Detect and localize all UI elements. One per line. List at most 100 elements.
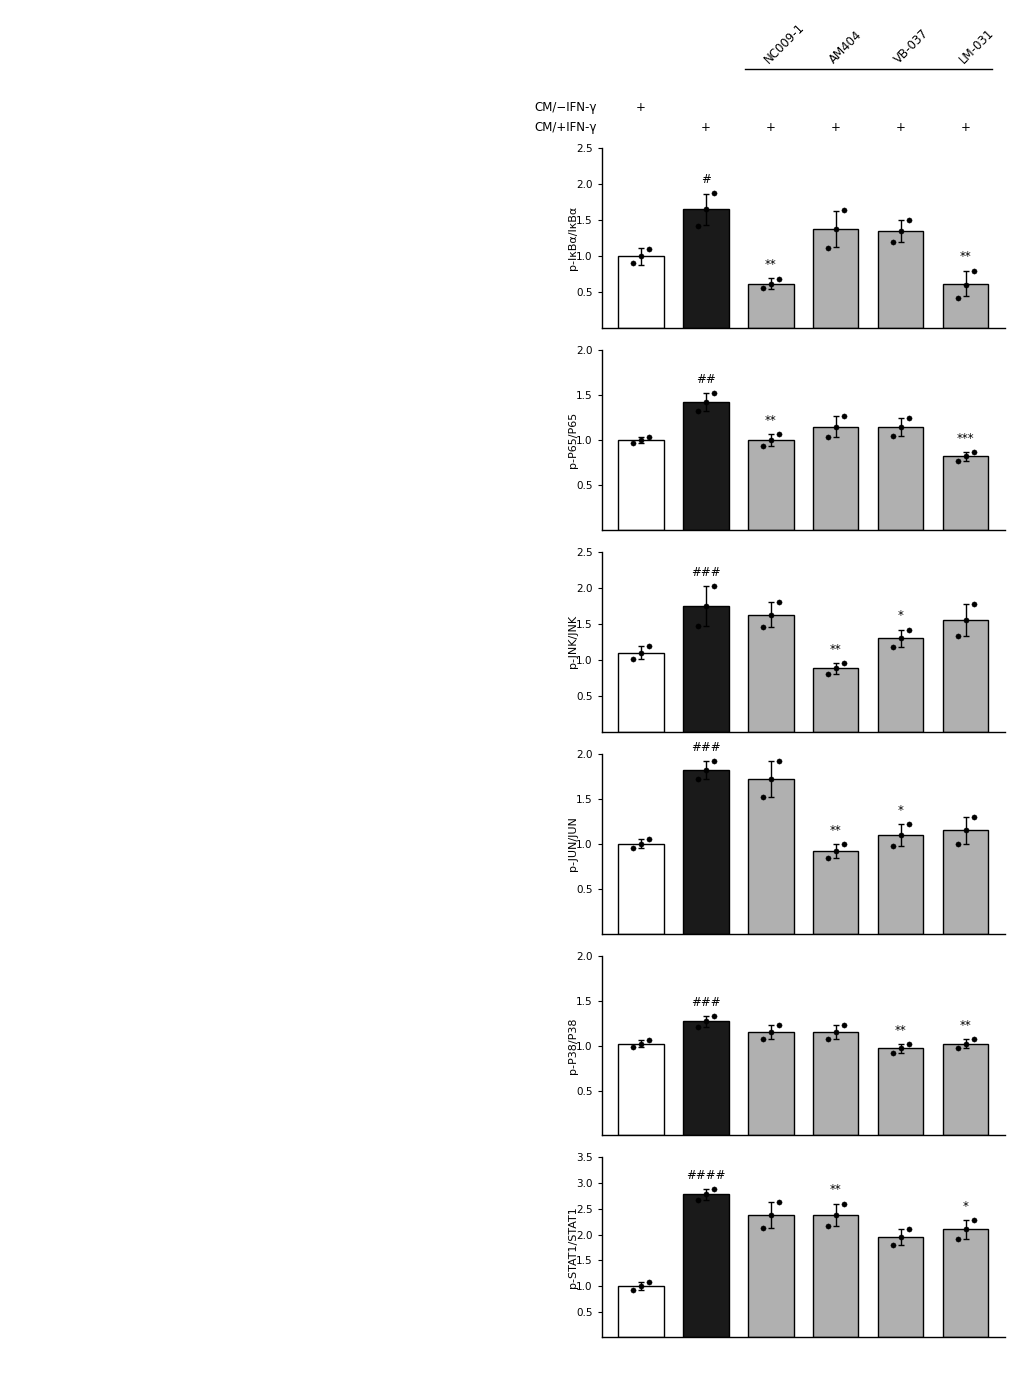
Point [689,401,705,423]
Text: ####: #### [686,1168,725,1182]
Bar [683,1195,728,1337]
Point [835,652,851,674]
Point [769,750,786,772]
Point [754,435,770,457]
Bar [877,1237,922,1337]
Text: ###: ### [690,566,719,578]
Point [883,231,900,253]
Y-axis label: p-P38/P38: p-P38/P38 [568,1017,578,1074]
Point [957,445,973,467]
Point [949,450,965,472]
Point [640,636,656,658]
Text: *: * [962,1200,968,1212]
Point [689,615,705,637]
Point [705,1178,721,1200]
Point [762,428,779,450]
Bar [942,1043,987,1135]
Point [640,1030,656,1052]
Point [900,813,916,835]
Point [883,1042,900,1064]
Point [892,220,908,242]
Bar [618,1043,663,1135]
Text: ###: ### [690,995,719,1009]
Point [697,391,713,413]
Text: +: + [765,121,774,135]
Point [892,824,908,846]
Bar [618,439,663,530]
Text: **: ** [959,250,971,264]
Point [900,1218,916,1240]
Bar [942,621,987,732]
Bar [683,402,728,530]
Point [625,253,641,275]
Point [697,759,713,781]
Text: **: ** [959,1019,971,1032]
Point [964,806,980,828]
Point [964,259,980,281]
Point [705,382,721,404]
Point [640,427,656,449]
Point [949,1227,965,1249]
Point [769,1192,786,1214]
Point [754,1028,770,1050]
Text: +: + [830,121,840,135]
Point [949,832,965,854]
Bar [877,835,922,934]
Bar [747,1032,793,1135]
Point [625,1278,641,1300]
Point [632,1276,648,1297]
Point [900,619,916,641]
Point [754,1216,770,1238]
Point [819,847,836,869]
Point [762,768,779,789]
Bar [942,284,987,328]
Bar [747,284,793,328]
Point [892,1037,908,1059]
Y-axis label: p-P65/P65: p-P65/P65 [568,412,578,468]
Bar [683,605,728,732]
Point [964,441,980,463]
Bar [812,669,858,732]
Point [705,575,721,597]
Y-axis label: p-JNK/JNK: p-JNK/JNK [568,615,578,669]
Point [900,406,916,428]
Point [754,616,770,638]
Point [826,658,843,680]
Point [632,428,648,450]
Point [835,1013,851,1035]
Point [883,424,900,446]
Text: *: * [897,803,903,817]
Point [835,199,851,221]
Bar [683,1022,728,1135]
Text: +: + [700,121,710,135]
Text: +: + [895,121,905,135]
Text: +: + [635,100,645,114]
Point [835,1193,851,1215]
Bar [942,456,987,530]
Bar [747,615,793,732]
Point [640,238,656,259]
Point [826,1022,843,1043]
Point [826,416,843,438]
Point [769,1013,786,1035]
Text: **: ** [829,644,841,656]
Point [964,1028,980,1050]
Bar [618,652,663,732]
Bar [812,229,858,328]
Text: **: ** [829,1184,841,1196]
Text: ##: ## [695,373,715,386]
Point [964,593,980,615]
Point [640,828,656,850]
Point [835,405,851,427]
Y-axis label: p-JUN/JUN: p-JUN/JUN [568,817,578,870]
Text: #: # [700,173,710,187]
Point [762,1022,779,1043]
Bar [747,778,793,934]
Point [625,431,641,453]
Point [705,1005,721,1027]
Bar [942,831,987,934]
Point [883,835,900,857]
Point [819,663,836,685]
Point [819,427,836,449]
Point [754,277,770,299]
